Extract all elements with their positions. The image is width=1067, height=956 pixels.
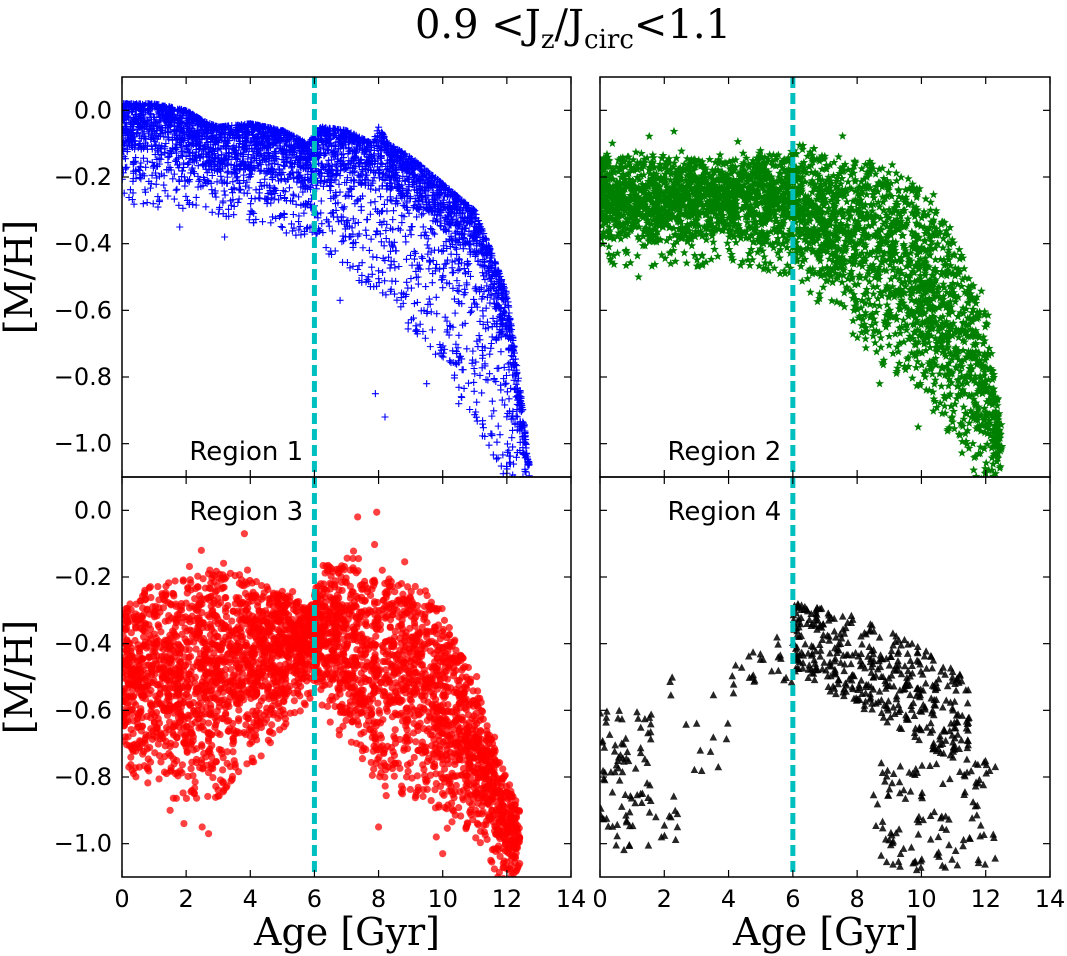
title-sub-z: z <box>541 25 555 55</box>
x-tick-label: 4 <box>721 885 736 913</box>
figure-title: 0.9 <Jz/Jcirc<1.1 <box>415 2 731 55</box>
region-label: Region 4 <box>668 497 782 527</box>
ticks: 0 2 4 6 8 10 12 14 0.0 −0.2 −0.4 −0.6 −0.8 −1.0 <box>54 477 587 913</box>
y-tick-label: −0.6 <box>54 296 112 324</box>
x-tick-label: 12 <box>970 885 1001 913</box>
panel-1: 0.0 −0.2 −0.4 −0.6 −0.8 −1.0 Region 1 <box>54 76 572 478</box>
y-tick-label: −0.6 <box>54 696 112 724</box>
scatter-points <box>600 600 1000 874</box>
x-tick-label: 6 <box>785 885 800 913</box>
x-axis-label: Age [Gyr] <box>732 910 919 954</box>
x-tick-label: 2 <box>179 885 194 913</box>
x-tick-label: 14 <box>1035 885 1066 913</box>
y-tick-label: 0.0 <box>74 496 112 524</box>
y-tick-label: −1.0 <box>54 830 112 858</box>
panel-frame <box>121 476 572 878</box>
region-label: Region 1 <box>189 437 303 467</box>
x-tick-label: 2 <box>657 885 672 913</box>
y-tick-label: −1.0 <box>54 430 112 458</box>
axis-labels: Age [Gyr] Age [Gyr] [M/H] [M/H] <box>0 220 919 954</box>
x-tick-label: 0 <box>592 885 607 913</box>
x-tick-label: 6 <box>307 885 322 913</box>
y-tick-label: −0.8 <box>54 763 112 791</box>
y-axis-label: [M/H] <box>0 220 41 335</box>
x-tick-label: 8 <box>371 885 386 913</box>
y-tick-label: −0.2 <box>54 563 112 591</box>
panel-3: 0 2 4 6 8 10 12 14 0.0 −0.2 −0.4 −0.6 −0.8 −1.0 Region… <box>54 476 587 913</box>
y-tick-label: −0.4 <box>54 630 112 658</box>
title-lead: 0.9 <J <box>415 2 541 48</box>
panels: 0.0 −0.2 −0.4 −0.6 −0.8 −1.0 Region 1 Region 2 0… <box>54 76 1065 913</box>
y-tick-label: −0.2 <box>54 163 112 191</box>
title-mid: /J <box>555 2 585 48</box>
y-tick-label: −0.4 <box>54 230 112 258</box>
scatter-points <box>122 508 524 877</box>
region-label: Region 2 <box>668 437 782 467</box>
panel-4: 0 2 4 6 8 10 12 14 Region 4 <box>592 476 1065 913</box>
region-label: Region 3 <box>189 497 303 527</box>
panel-frame <box>599 476 1051 878</box>
x-tick-label: 4 <box>243 885 258 913</box>
ticks <box>599 77 1051 477</box>
x-tick-label: 10 <box>906 885 937 913</box>
panel-2: Region 2 <box>599 76 1051 478</box>
ticks: 0.0 −0.2 −0.4 −0.6 −0.8 −1.0 <box>54 77 572 477</box>
ticks: 0 2 4 6 8 10 12 14 <box>592 477 1065 913</box>
x-axis-label: Age [Gyr] <box>253 910 440 954</box>
title-tail: <1.1 <box>634 2 731 48</box>
y-axis-label: [M/H] <box>0 620 41 735</box>
scatter-points <box>122 100 533 477</box>
x-tick-label: 10 <box>427 885 458 913</box>
title-sub-circ: circ <box>584 25 634 55</box>
x-tick-label: 12 <box>492 885 523 913</box>
x-tick-label: 8 <box>850 885 865 913</box>
scatter-points <box>600 126 1007 477</box>
x-tick-label: 14 <box>556 885 587 913</box>
x-tick-label: 0 <box>114 885 129 913</box>
y-tick-label: 0.0 <box>74 96 112 124</box>
y-tick-label: −0.8 <box>54 363 112 391</box>
